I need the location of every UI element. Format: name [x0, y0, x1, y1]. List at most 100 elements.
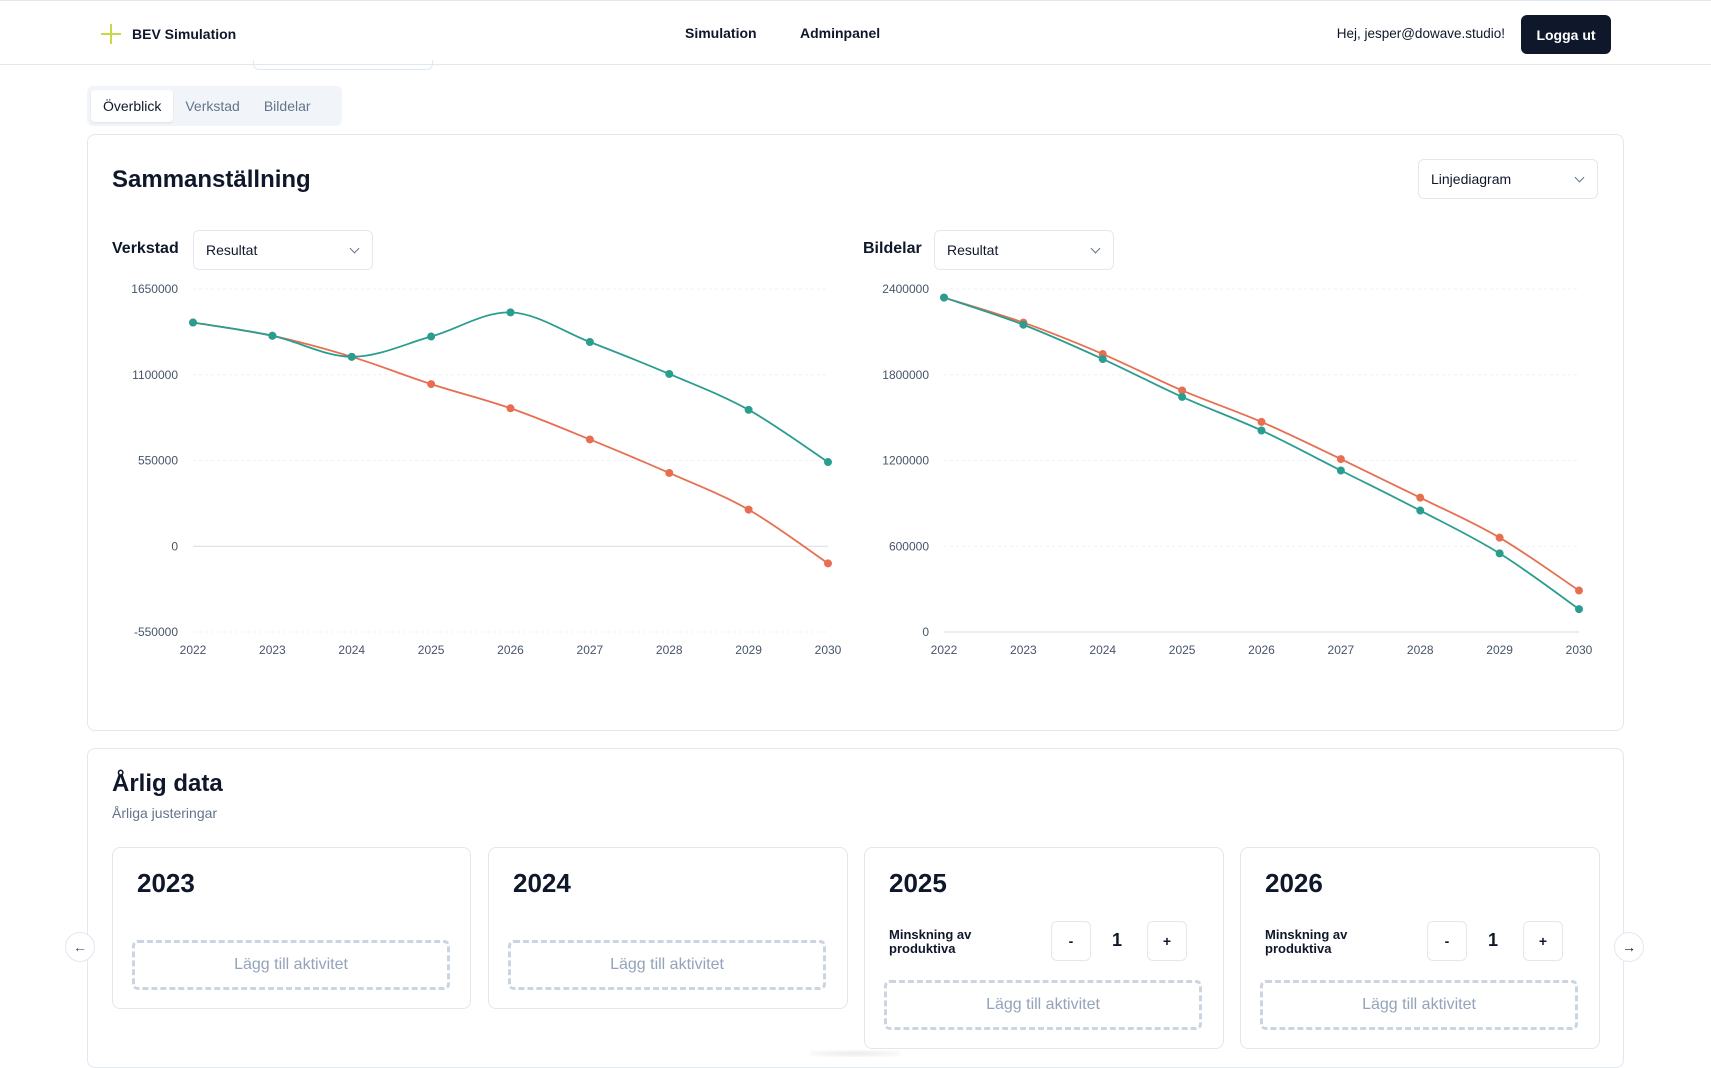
y-tick-label: 1800000	[882, 368, 929, 382]
x-tick-label: 2030	[815, 643, 842, 657]
x-tick-label: 2028	[656, 643, 683, 657]
data-point	[585, 435, 594, 444]
arrow-right-icon: →	[1622, 939, 1636, 955]
year-card-2023: 2023 Lägg till aktivitet	[112, 847, 471, 1009]
data-point	[347, 352, 356, 361]
y-tick-label: 1200000	[882, 454, 929, 468]
carousel-next-button[interactable]: →	[1614, 932, 1644, 962]
add-activity-button[interactable]: Lägg till aktivitet	[132, 940, 450, 990]
nav-adminpanel[interactable]: Adminpanel	[800, 25, 881, 41]
verkstad-metric-select[interactable]: Resultat	[193, 230, 373, 270]
y-tick-label: 600000	[889, 539, 929, 553]
data-point	[1019, 320, 1028, 329]
chart-type-select[interactable]: Linjediagram	[1418, 159, 1598, 199]
logout-button[interactable]: Logga ut	[1521, 15, 1611, 54]
x-tick-label: 2026	[1248, 643, 1275, 657]
decrement-button[interactable]: -	[1427, 921, 1467, 961]
data-point	[506, 404, 515, 413]
data-point	[1575, 605, 1583, 614]
verkstad-chart-label: Verkstad	[112, 240, 179, 257]
x-tick-label: 2024	[338, 643, 365, 657]
brand[interactable]: BEV Simulation	[100, 23, 236, 45]
decrement-button[interactable]: -	[1051, 921, 1091, 961]
increment-button[interactable]: +	[1523, 921, 1563, 961]
annual-data-card: Årlig data Årliga justeringar 2023 Lägg …	[87, 748, 1624, 1068]
bildelar-metric-select[interactable]: Resultat	[934, 230, 1114, 270]
x-tick-label: 2024	[1089, 643, 1116, 657]
data-point	[1495, 533, 1504, 542]
tab-overview[interactable]: Överblick	[91, 90, 174, 122]
series-line-0	[192, 321, 829, 565]
chart-type-value: Linjediagram	[1431, 171, 1512, 187]
series-line-0	[943, 296, 1580, 592]
increment-button[interactable]: +	[1147, 921, 1187, 961]
tab-verkstad[interactable]: Verkstad	[185, 98, 240, 114]
user-greeting: Hej, jesper@dowave.studio!	[1336, 26, 1505, 41]
data-point	[1336, 455, 1345, 464]
series-line-1	[192, 311, 829, 463]
adjustment-value: 1	[1487, 930, 1498, 950]
y-tick-label: 2400000	[882, 282, 929, 296]
data-point	[1495, 549, 1504, 558]
partially-hidden-select[interactable]	[253, 60, 433, 70]
nav-simulation[interactable]: Simulation	[685, 25, 757, 41]
y-tick-label: 1650000	[131, 282, 178, 296]
add-activity-button[interactable]: Lägg till aktivitet	[884, 980, 1202, 1030]
series-line-1	[943, 296, 1580, 610]
x-tick-label: 2022	[180, 643, 207, 657]
x-tick-label: 2025	[418, 643, 445, 657]
brand-name: BEV Simulation	[132, 26, 237, 42]
year-card-2026: 2026 Minskning av produktiva - 1 + Lägg …	[1240, 847, 1600, 1049]
data-point	[1098, 355, 1107, 364]
year-card-2025: 2025 Minskning av produktiva - 1 + Lägg …	[864, 847, 1224, 1049]
data-point	[189, 318, 197, 327]
view-tabs: Överblick Verkstad Bildelar	[87, 86, 342, 126]
x-tick-label: 2023	[259, 643, 286, 657]
arrow-left-icon: ←	[73, 939, 87, 955]
tab-bildelar[interactable]: Bildelar	[263, 98, 311, 114]
x-tick-label: 2023	[1010, 643, 1037, 657]
data-point	[665, 369, 674, 378]
bildelar-chart-label: Bildelar	[863, 240, 922, 257]
x-tick-label: 2029	[1486, 643, 1513, 657]
year-label: 2024	[513, 868, 571, 898]
scroll-shadow	[810, 1050, 900, 1057]
add-activity-button[interactable]: Lägg till aktivitet	[508, 940, 826, 990]
adjustment-label: Minskning av produktiva	[889, 927, 972, 956]
data-point	[1416, 493, 1425, 502]
data-point	[824, 458, 832, 467]
year-label: 2023	[137, 868, 195, 898]
x-tick-label: 2028	[1407, 643, 1434, 657]
data-point	[427, 380, 436, 389]
y-tick-label: 550000	[138, 454, 178, 468]
y-tick-label: 0	[171, 539, 178, 553]
y-tick-label: -550000	[134, 625, 178, 639]
bildelar-metric-value: Resultat	[947, 242, 999, 258]
year-label: 2026	[1265, 868, 1323, 898]
x-tick-label: 2027	[577, 643, 604, 657]
verkstad-metric-value: Resultat	[206, 242, 258, 258]
x-tick-label: 2025	[1169, 643, 1196, 657]
carousel-prev-button[interactable]: ←	[65, 932, 95, 962]
year-label: 2025	[889, 868, 947, 898]
summary-card: Sammanställning Linjediagram Verkstad Re…	[87, 134, 1624, 731]
data-point	[665, 468, 674, 477]
x-tick-label: 2029	[735, 643, 762, 657]
annual-subtitle: Årliga justeringar	[112, 805, 218, 821]
data-point	[1178, 392, 1187, 401]
add-activity-button[interactable]: Lägg till aktivitet	[1260, 980, 1578, 1030]
x-tick-label: 2027	[1328, 643, 1355, 657]
year-card-2024: 2024 Lägg till aktivitet	[488, 847, 848, 1009]
data-point	[744, 505, 753, 514]
y-tick-label: 1100000	[132, 368, 178, 382]
data-point	[1575, 586, 1583, 595]
data-point	[744, 405, 753, 414]
x-tick-label: 2030	[1566, 643, 1593, 657]
data-point	[268, 331, 277, 340]
x-tick-label: 2026	[497, 643, 524, 657]
adjustment-value: 1	[1111, 930, 1122, 950]
data-point	[1178, 386, 1187, 395]
data-point	[1257, 417, 1266, 426]
